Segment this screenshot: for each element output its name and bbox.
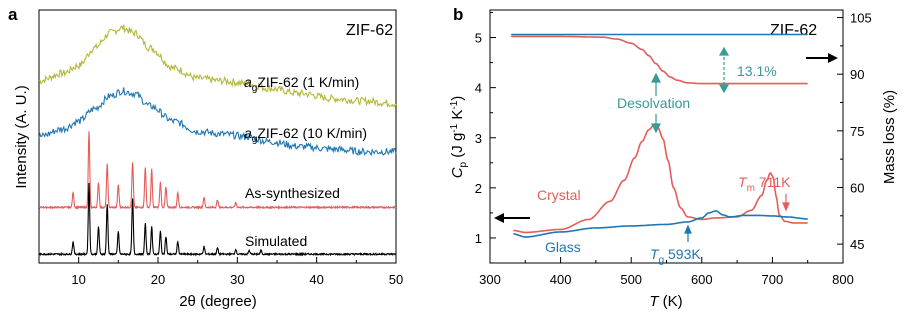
legend-label-ag-1kmin: agZIF-62 (1 K/min) [244, 74, 359, 94]
mass-loss-arrow [718, 46, 730, 94]
panel-b-y-ticks: 1 2 3 4 5 [475, 12, 496, 246]
panel-b-label: b [453, 5, 463, 24]
panel-a-y-axis-label: Intensity (A. U.) [13, 85, 30, 188]
b-y2-tick-label: 75 [850, 124, 864, 139]
a-x-tick-label: 20 [151, 272, 165, 287]
legend-label-as-synthesized: As-synthesized [245, 185, 340, 201]
a-x-tick-label: 40 [309, 272, 323, 287]
b-y-tick-label: 3 [475, 131, 482, 146]
b-y-tick-label: 4 [475, 81, 482, 96]
panel-a-series [38, 24, 397, 257]
b-y2-tick-label: 45 [850, 237, 864, 252]
b-x-tick-label: 500 [620, 272, 642, 287]
left-axis-arrow [494, 213, 530, 223]
series-agzif-62-10-k-min [38, 87, 397, 157]
panel-b-x-axis-label: T (K) [649, 293, 682, 310]
b-x-tick-label: 300 [479, 272, 501, 287]
b-y2-tick-label: 90 [850, 67, 864, 82]
a-x-tick-label: 30 [230, 272, 244, 287]
annotation-glass: Glass [545, 239, 581, 255]
panel-b-y2-ticks: 45 60 75 90 105 [837, 11, 872, 252]
b-y2-tick-label: 60 [850, 180, 864, 195]
b-x-tick-label: 600 [691, 272, 713, 287]
tg-arrow [684, 224, 692, 242]
b-y2-tick-label: 105 [850, 11, 872, 26]
annotation-tm: Tm 711K [738, 174, 791, 194]
series-glass [513, 210, 808, 238]
a-x-tick-label: 50 [389, 272, 403, 287]
panel-b-x-ticks: 300 400 500 600 700 800 [479, 257, 854, 287]
panel-b-y-axis-label: Cp (J g-1 K-1) [449, 96, 469, 179]
a-x-tick-label: 10 [71, 272, 85, 287]
panel-a-title: ZIF-62 [346, 22, 393, 39]
panel-b-title: ZIF-62 [770, 22, 817, 39]
series-tga [511, 35, 808, 85]
b-y-tick-label: 2 [475, 181, 482, 196]
annotation-crystal: Crystal [537, 187, 581, 203]
panel-b-series [511, 33, 808, 238]
legend-label-ag-10kmin: agZIF-62 (10 K/min) [244, 125, 367, 145]
panel-a-x-ticks: 10 20 30 40 50 [38, 257, 403, 287]
b-x-tick-label: 800 [832, 272, 854, 287]
legend-label-simulated: Simulated [245, 233, 307, 249]
right-axis-arrow [806, 53, 838, 63]
series-simulated [38, 182, 397, 257]
panel-a: a ZIF-62 10 20 30 40 50 2θ (degree) Intensit… [8, 5, 403, 310]
panel-b-y2-axis-label: Mass loss (%) [881, 90, 898, 184]
panel-a-label: a [8, 5, 18, 24]
annotation-desolvation: Desolvation [617, 95, 690, 111]
panel-a-x-axis-label: 2θ (degree) [179, 293, 257, 310]
series-crystal [513, 124, 808, 234]
b-y-tick-label: 5 [475, 31, 482, 46]
desolvation-arrows [651, 72, 661, 134]
series-as-synthesized [38, 131, 397, 211]
annotation-mass-loss: 13.1% [737, 63, 777, 79]
tm-arrow [782, 194, 790, 212]
b-y-tick-label: 1 [475, 231, 482, 246]
series-agzif-62-1-k-min [38, 24, 397, 108]
b-x-tick-label: 700 [762, 272, 784, 287]
b-x-tick-label: 400 [550, 272, 572, 287]
annotation-tg: Tg 593K [650, 246, 701, 266]
